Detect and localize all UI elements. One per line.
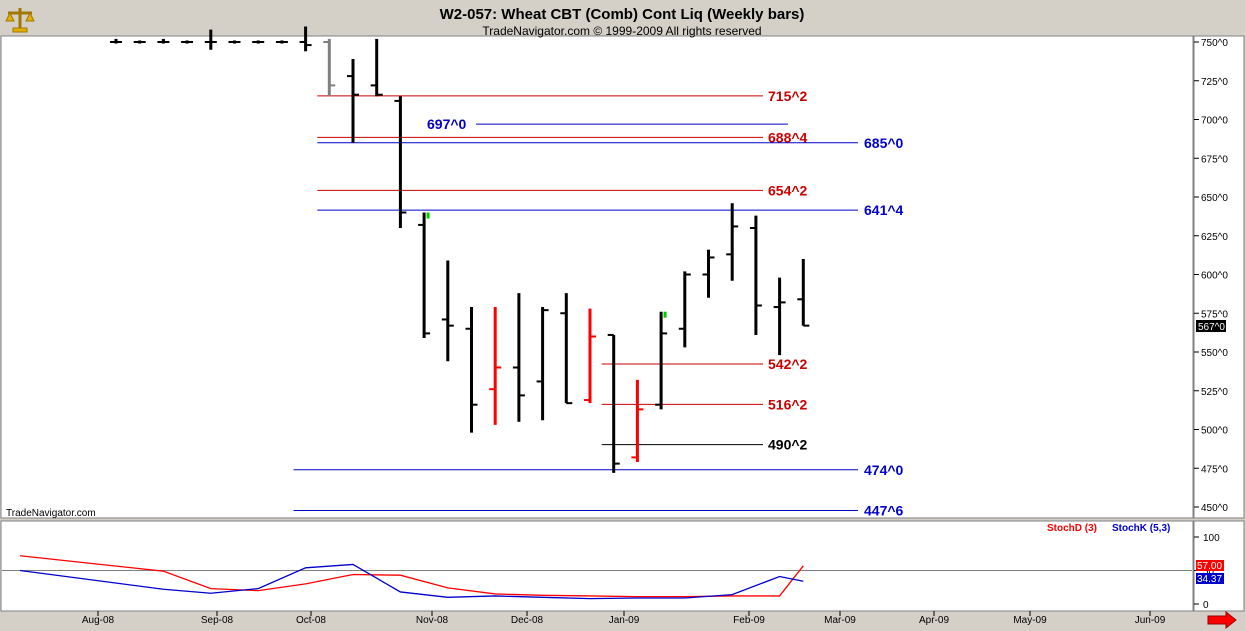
date-label: Sep-08 — [201, 615, 234, 626]
watermark: TradeNavigator.com — [6, 508, 96, 519]
stoch-tick-label: 0 — [1203, 600, 1209, 611]
level-label: 542^2 — [768, 356, 808, 372]
legend-stochk: StochK (5,3) — [1112, 523, 1170, 534]
level-label: 688^4 — [768, 129, 808, 145]
chart-title: W2-057: Wheat CBT (Comb) Cont Liq (Weekl… — [440, 6, 805, 23]
date-label: Nov-08 — [416, 615, 449, 626]
level-label: 654^2 — [768, 182, 808, 198]
date-label: Oct-08 — [296, 615, 326, 626]
price-tick-label: 700^0 — [1201, 116, 1228, 127]
price-panel — [0, 35, 1194, 519]
price-tick-label: 575^0 — [1201, 309, 1228, 320]
stochk-value: 34.37 — [1197, 574, 1222, 585]
chart-subtitle: TradeNavigator.com © 1999-2009 All right… — [482, 24, 761, 38]
price-tick-label: 500^0 — [1201, 426, 1228, 437]
level-label: 474^0 — [864, 462, 904, 478]
price-tick-label: 625^0 — [1201, 232, 1228, 243]
date-label: Aug-08 — [82, 615, 115, 626]
price-tick-label: 725^0 — [1201, 77, 1228, 88]
price-tick-label: 600^0 — [1201, 271, 1228, 282]
stochastic-layer: 0 50 100 — [2, 533, 1220, 611]
date-label: May-09 — [1013, 615, 1047, 626]
level-label: 516^2 — [768, 396, 808, 412]
legend-stochd: StochD (3) — [1047, 523, 1097, 534]
price-tick-label: 475^0 — [1201, 464, 1228, 475]
stoch-tick-label: 100 — [1203, 533, 1220, 544]
date-label: Apr-09 — [919, 615, 949, 626]
last-price-tag — [1196, 320, 1226, 332]
stochastic-panel — [0, 520, 1194, 612]
stochk-line — [19, 563, 804, 600]
stochk-value-tag — [1196, 573, 1224, 584]
levels-layer: 715^2 697^0 688^4 685^0 654^2 641^4 542^2 516^2… — [293, 88, 904, 518]
price-axis: 450^0 475^0 500^0 525^0 550^0 575^0 600^0 625^0… — [1194, 38, 1228, 514]
price-tick-label: 750^0 — [1201, 38, 1228, 49]
price-tick-label: 675^0 — [1201, 154, 1228, 165]
price-tick-label: 450^0 — [1201, 503, 1228, 514]
date-label: Mar-09 — [824, 615, 856, 626]
level-label: 641^4 — [864, 202, 904, 218]
price-tick-label: 650^0 — [1201, 193, 1228, 204]
price-tick-label: 550^0 — [1201, 348, 1228, 359]
stoch-tick-label: 50 — [1203, 567, 1215, 578]
date-label: Jan-09 — [609, 615, 640, 626]
date-label: Jun-09 — [1135, 615, 1166, 626]
level-label: 447^6 — [864, 502, 904, 518]
date-label: Feb-09 — [733, 615, 765, 626]
scroll-right-arrow-icon[interactable] — [1207, 610, 1237, 630]
bars-layer — [110, 26, 810, 473]
price-axis-panel — [1193, 35, 1245, 519]
scales-logo-icon[interactable] — [4, 4, 36, 34]
stochd-value: 57.00 — [1197, 561, 1222, 572]
price-tick-label: 525^0 — [1201, 387, 1228, 398]
last-price-label: 567^0 — [1198, 322, 1225, 333]
date-axis: Aug-08 Sep-08 Oct-08 Nov-08 Dec-08 Jan-09 Feb-… — [82, 611, 1166, 626]
date-label: Dec-08 — [511, 615, 544, 626]
level-label: 685^0 — [864, 135, 904, 151]
level-label: 490^2 — [768, 437, 808, 453]
level-label: 715^2 — [768, 88, 808, 104]
stochd-value-tag — [1196, 560, 1224, 571]
level-label: 697^0 — [427, 116, 467, 132]
